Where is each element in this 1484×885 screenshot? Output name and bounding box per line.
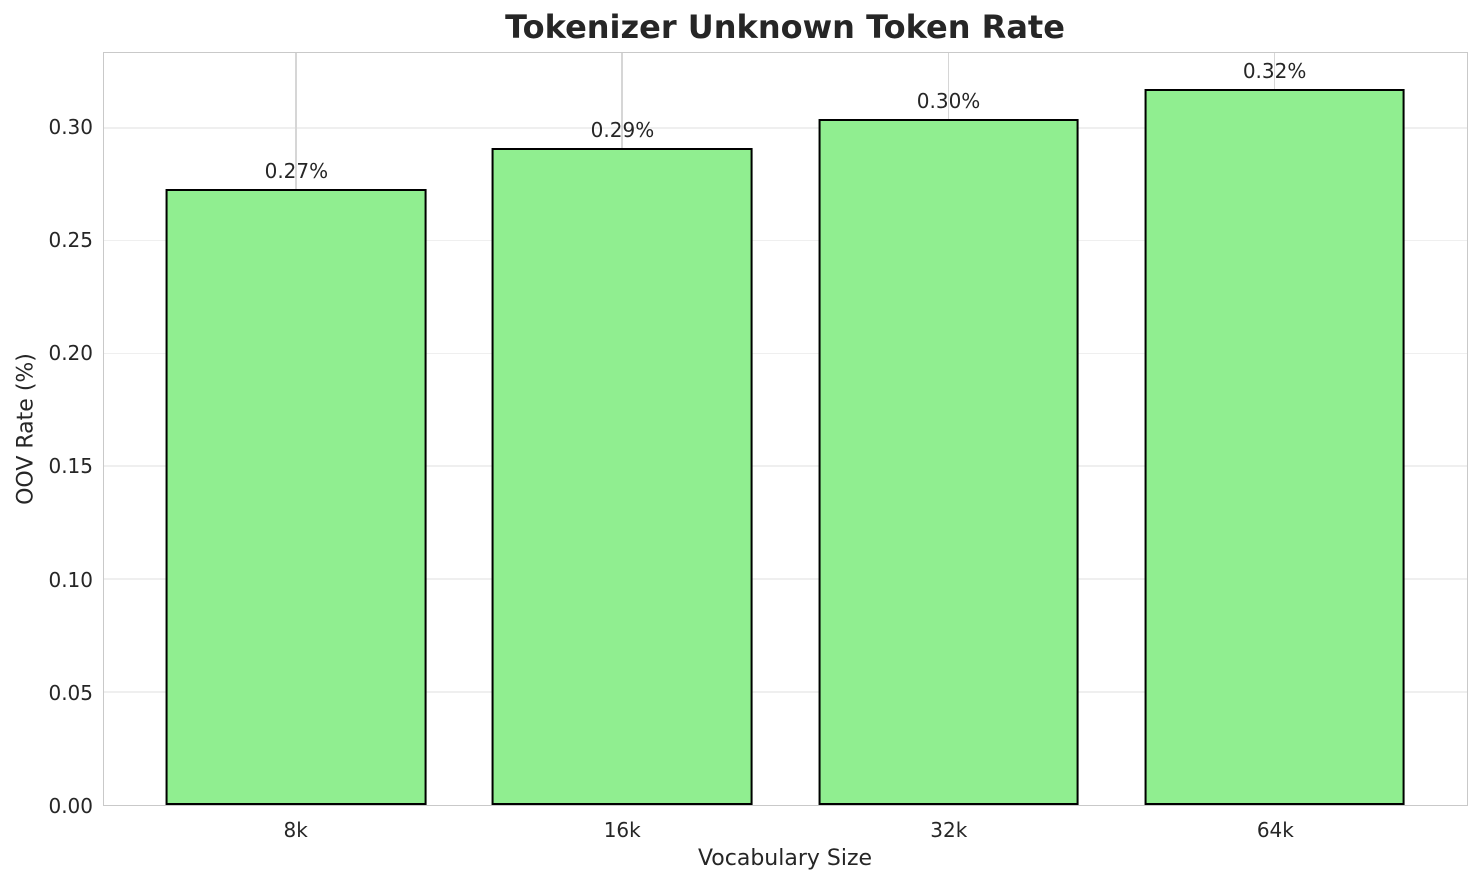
gridline-horizontal	[104, 465, 1467, 468]
bar	[165, 188, 427, 805]
bar	[818, 118, 1079, 805]
x-axis-label: Vocabulary Size	[697, 846, 873, 871]
bar	[492, 147, 753, 805]
chart-title: Tokenizer Unknown Token Rate	[505, 8, 1065, 46]
bar-value-label: 0.32%	[1242, 59, 1307, 84]
y-tick-label: 0.10	[48, 567, 93, 592]
gridline-horizontal	[104, 578, 1467, 581]
y-tick-label: 0.20	[48, 341, 93, 366]
x-tick-label: 64k	[1256, 818, 1294, 842]
x-tick-label: 32k	[930, 818, 968, 842]
y-tick-label: 0.30	[48, 114, 93, 139]
gridline-horizontal	[104, 352, 1467, 355]
y-axis-label: OOV Rate (%)	[13, 353, 39, 505]
gridline-horizontal	[104, 691, 1467, 694]
bar	[1144, 89, 1406, 805]
bar-value-label: 0.30%	[916, 88, 981, 113]
gridline-horizontal	[104, 126, 1467, 129]
plot-area: 0.27% 0.29% 0.30% 0.32%	[103, 52, 1468, 806]
y-tick-label: 0.25	[48, 227, 93, 252]
x-tick-label: 8k	[283, 818, 308, 842]
x-tick-label: 16k	[603, 818, 641, 842]
y-tick-label: 0.05	[48, 680, 93, 705]
gridline-horizontal	[104, 239, 1467, 242]
y-tick-label: 0.00	[48, 794, 93, 818]
bar-value-label: 0.27%	[264, 158, 329, 183]
y-tick-label: 0.15	[48, 454, 93, 479]
bar-value-label: 0.29%	[590, 117, 655, 142]
